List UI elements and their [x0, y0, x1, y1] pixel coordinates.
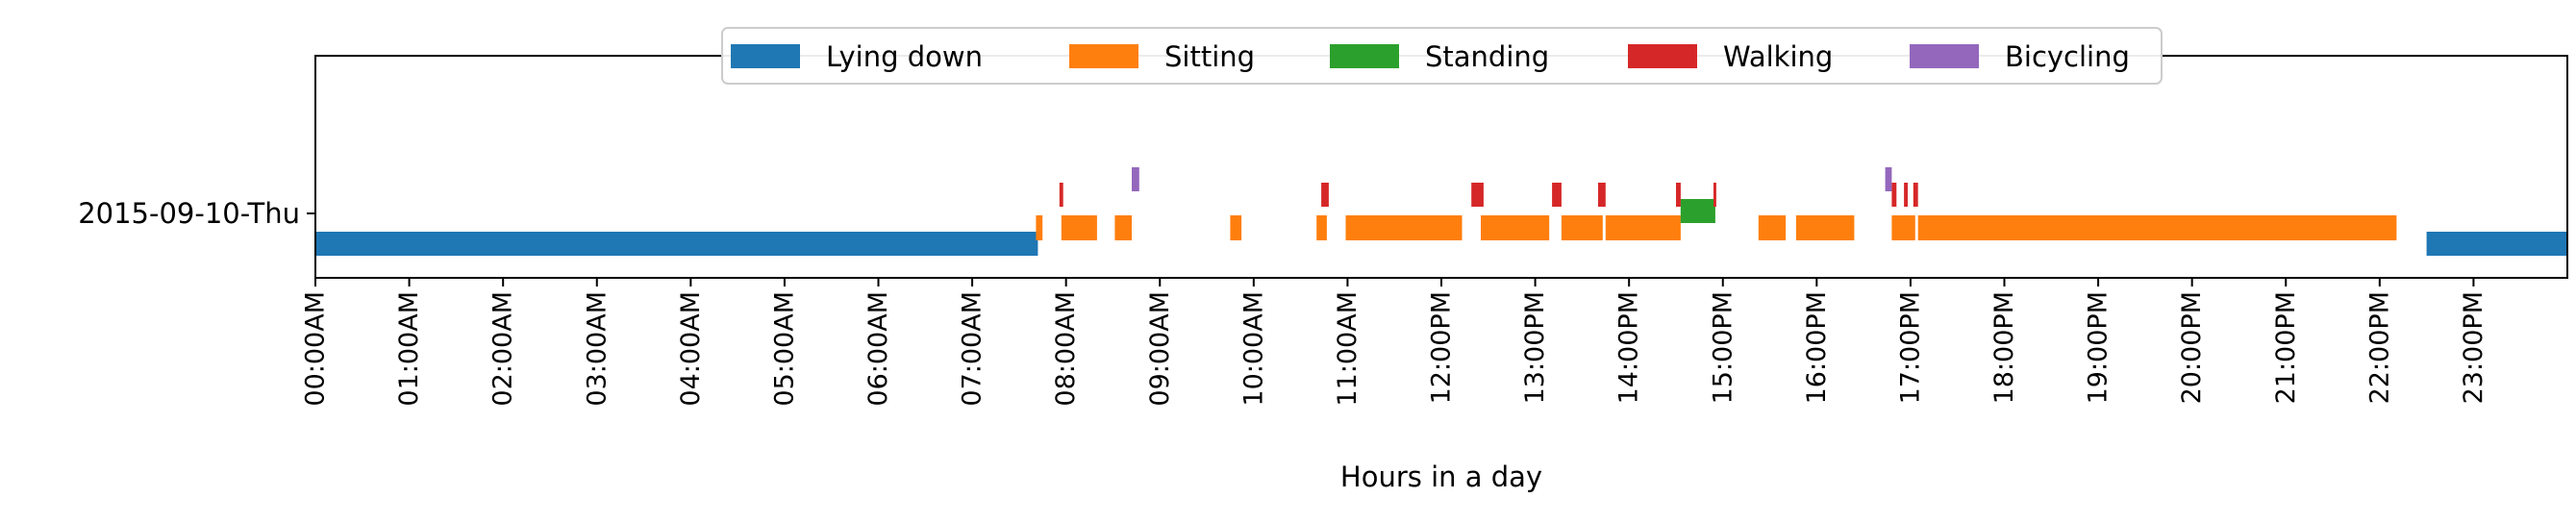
bar-sitting-5 — [1316, 215, 1327, 240]
legend-label-walking: Walking — [1723, 40, 1833, 73]
legend-label-sitting: Sitting — [1164, 40, 1255, 73]
x-tick-label-15: 15:00PM — [1708, 291, 1738, 404]
bar-bicycling-3 — [1888, 167, 1892, 191]
x-tick-label-6: 06:00AM — [863, 291, 893, 407]
x-tick-label-14: 14:00PM — [1614, 291, 1644, 404]
bar-walking-8 — [1891, 183, 1897, 207]
bar-sitting-7 — [1481, 215, 1550, 240]
x-tick-label-2: 02:00AM — [488, 291, 518, 407]
bar-sitting-13 — [1917, 215, 2397, 240]
ticks-layer: 00:00AM 01:00AM 02:00AM 03:00AM 04:00AM 05:00… — [78, 197, 2488, 407]
x-tick-label-13: 13:00PM — [1520, 291, 1550, 404]
bar-lying-down-2 — [2426, 232, 2567, 256]
bar-walking-1 — [1059, 183, 1063, 207]
marks-layer — [315, 167, 2567, 256]
bar-sitting-9 — [1605, 215, 1681, 240]
x-tick-label-23: 23:00PM — [2459, 291, 2488, 404]
bar-walking-4 — [1552, 183, 1562, 207]
legend-swatch-lying-down — [731, 44, 800, 68]
x-tick-label-1: 01:00AM — [394, 291, 424, 407]
bar-walking-5 — [1598, 183, 1606, 207]
bar-sitting-10 — [1758, 215, 1787, 240]
bar-bicycling-1 — [1132, 167, 1139, 191]
bar-standing-1 — [1680, 199, 1715, 223]
x-tick-label-18: 18:00PM — [1989, 291, 2019, 404]
bar-walking-2 — [1321, 183, 1329, 207]
x-tick-label-7: 07:00AM — [958, 291, 988, 407]
legend-box — [721, 27, 2163, 85]
bar-sitting-8 — [1561, 215, 1603, 240]
bar-walking-7 — [1713, 183, 1716, 207]
x-tick-label-9: 09:00AM — [1145, 291, 1175, 407]
x-tick-label-17: 17:00PM — [1895, 291, 1925, 404]
legend-label-standing: Standing — [1425, 40, 1549, 73]
x-tick-label-0: 00:00AM — [301, 291, 331, 407]
legend-label-bicycling: Bicycling — [2005, 40, 2130, 73]
bar-sitting-2 — [1061, 215, 1097, 240]
x-tick-label-4: 04:00AM — [676, 291, 706, 407]
x-tick-label-16: 16:00PM — [1802, 291, 1832, 404]
bar-sitting-3 — [1114, 215, 1132, 240]
x-tick-label-11: 11:00AM — [1333, 291, 1363, 407]
legend-swatch-bicycling — [1910, 44, 1979, 68]
bar-walking-9 — [1904, 183, 1908, 207]
bar-sitting-11 — [1795, 215, 1855, 240]
x-tick-label-8: 08:00AM — [1051, 291, 1081, 407]
bar-sitting-12 — [1891, 215, 1915, 240]
bar-sitting-1 — [1036, 215, 1043, 240]
x-tick-label-21: 21:00PM — [2271, 291, 2301, 404]
bar-lying-down-1 — [315, 232, 1038, 256]
bar-sitting-4 — [1230, 215, 1242, 240]
x-tick-label-12: 12:00PM — [1427, 291, 1457, 404]
bar-walking-10 — [1913, 183, 1918, 207]
bar-bicycling-2 — [1885, 167, 1889, 191]
x-tick-label-22: 22:00PM — [2364, 291, 2394, 404]
legend-swatch-sitting — [1069, 44, 1138, 68]
legend-swatch-standing — [1330, 44, 1399, 68]
bar-walking-3 — [1471, 183, 1484, 207]
y-tick-label-0: 2015-09-10-Thu — [78, 197, 300, 230]
x-tick-label-10: 10:00AM — [1238, 291, 1268, 407]
legend: Lying down Sitting Standing Walking Bicyclin… — [721, 27, 2163, 85]
legend-swatch-walking — [1628, 44, 1697, 68]
x-tick-label-3: 03:00AM — [582, 291, 612, 407]
legend-label-lying-down: Lying down — [826, 40, 983, 73]
x-tick-label-19: 19:00PM — [2084, 291, 2113, 404]
bar-walking-6 — [1676, 183, 1681, 207]
x-tick-label-20: 20:00PM — [2177, 291, 2207, 404]
x-axis-label: Hours in a day — [1340, 461, 1542, 493]
bar-sitting-6 — [1345, 215, 1463, 240]
x-tick-label-5: 05:00AM — [769, 291, 799, 407]
